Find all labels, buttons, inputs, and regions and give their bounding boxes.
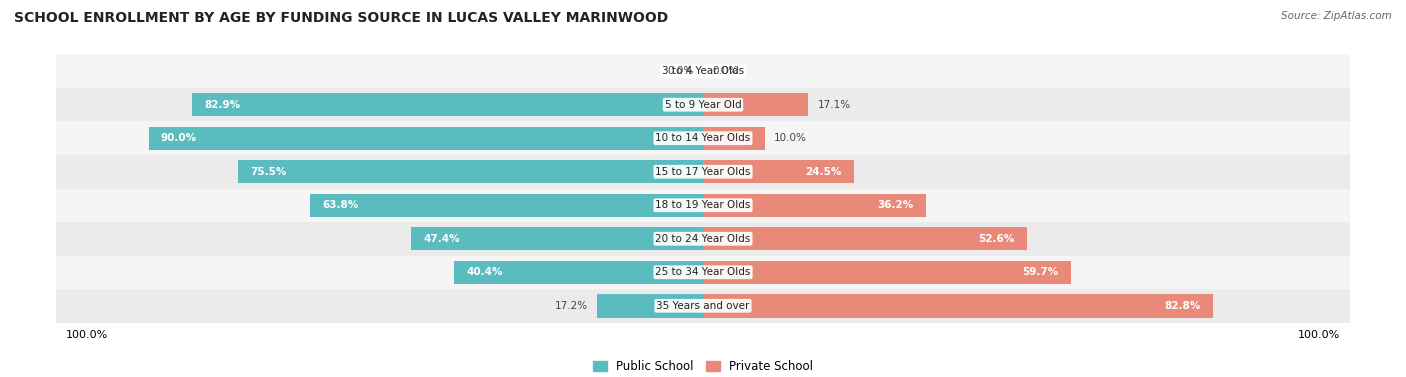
Text: 82.9%: 82.9% xyxy=(205,100,240,110)
Text: 17.1%: 17.1% xyxy=(817,100,851,110)
Bar xyxy=(193,93,703,116)
Bar xyxy=(56,188,1350,222)
Text: 75.5%: 75.5% xyxy=(250,167,287,177)
Text: 10.0%: 10.0% xyxy=(773,133,807,143)
Legend: Public School, Private School: Public School, Private School xyxy=(588,356,818,377)
Bar xyxy=(703,227,1026,250)
Bar xyxy=(56,54,1350,88)
Bar xyxy=(703,127,765,150)
Bar xyxy=(703,261,1071,284)
Bar xyxy=(703,160,853,184)
Text: 90.0%: 90.0% xyxy=(160,133,197,143)
Bar xyxy=(598,294,703,317)
Text: SCHOOL ENROLLMENT BY AGE BY FUNDING SOURCE IN LUCAS VALLEY MARINWOOD: SCHOOL ENROLLMENT BY AGE BY FUNDING SOUR… xyxy=(14,11,668,25)
Bar xyxy=(149,127,703,150)
Text: 17.2%: 17.2% xyxy=(555,301,588,311)
Text: 52.6%: 52.6% xyxy=(979,234,1015,244)
Bar xyxy=(56,88,1350,121)
Bar xyxy=(703,93,808,116)
Text: 0.0%: 0.0% xyxy=(668,66,693,76)
Text: 59.7%: 59.7% xyxy=(1022,267,1059,277)
Text: 18 to 19 Year Olds: 18 to 19 Year Olds xyxy=(655,200,751,210)
Text: 24.5%: 24.5% xyxy=(806,167,842,177)
Bar xyxy=(309,193,703,217)
Text: 36.2%: 36.2% xyxy=(877,200,914,210)
Bar xyxy=(56,155,1350,188)
Text: 15 to 17 Year Olds: 15 to 17 Year Olds xyxy=(655,167,751,177)
Bar xyxy=(411,227,703,250)
Bar xyxy=(703,294,1213,317)
Text: 0.0%: 0.0% xyxy=(713,66,738,76)
Text: 10 to 14 Year Olds: 10 to 14 Year Olds xyxy=(655,133,751,143)
Bar xyxy=(56,222,1350,256)
Text: 40.4%: 40.4% xyxy=(467,267,503,277)
Bar xyxy=(56,289,1350,323)
Text: 82.8%: 82.8% xyxy=(1164,301,1201,311)
Text: 3 to 4 Year Olds: 3 to 4 Year Olds xyxy=(662,66,744,76)
Text: 5 to 9 Year Old: 5 to 9 Year Old xyxy=(665,100,741,110)
Bar xyxy=(56,256,1350,289)
Text: Source: ZipAtlas.com: Source: ZipAtlas.com xyxy=(1281,11,1392,21)
Text: 25 to 34 Year Olds: 25 to 34 Year Olds xyxy=(655,267,751,277)
Bar xyxy=(454,261,703,284)
Bar xyxy=(703,193,927,217)
Bar xyxy=(238,160,703,184)
Text: 35 Years and over: 35 Years and over xyxy=(657,301,749,311)
Text: 47.4%: 47.4% xyxy=(423,234,460,244)
Bar xyxy=(56,121,1350,155)
Text: 63.8%: 63.8% xyxy=(322,200,359,210)
Text: 20 to 24 Year Olds: 20 to 24 Year Olds xyxy=(655,234,751,244)
